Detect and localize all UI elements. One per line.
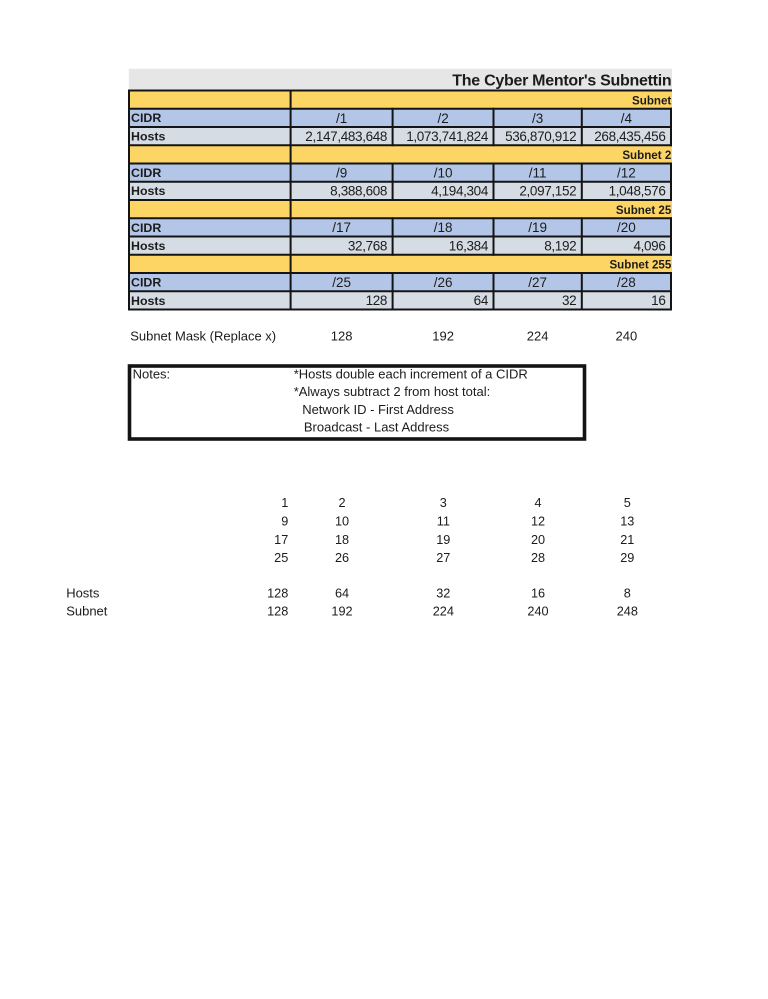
svg-text:64: 64 bbox=[335, 586, 349, 600]
svg-text:21: 21 bbox=[620, 533, 634, 547]
svg-text:/25: /25 bbox=[332, 275, 351, 290]
svg-text:5: 5 bbox=[624, 496, 631, 510]
svg-text:CIDR: CIDR bbox=[131, 111, 161, 125]
svg-text:*Hosts double each increment o: *Hosts double each increment of a CIDR bbox=[294, 367, 528, 382]
svg-text:/11: /11 bbox=[529, 166, 547, 181]
svg-text:/26: /26 bbox=[434, 275, 453, 290]
svg-text:17: 17 bbox=[274, 533, 288, 547]
svg-text:9: 9 bbox=[281, 515, 288, 529]
svg-text:4,096: 4,096 bbox=[633, 238, 665, 253]
svg-text:/12: /12 bbox=[617, 166, 636, 181]
svg-text:3: 3 bbox=[440, 496, 447, 510]
svg-text:/27: /27 bbox=[528, 275, 547, 290]
svg-text:19: 19 bbox=[436, 533, 450, 547]
svg-text:128: 128 bbox=[331, 329, 353, 344]
svg-text:11: 11 bbox=[437, 515, 450, 529]
svg-text:192: 192 bbox=[432, 329, 454, 344]
svg-text:2: 2 bbox=[338, 496, 345, 510]
svg-text:268,435,456: 268,435,456 bbox=[594, 129, 665, 144]
svg-text:248: 248 bbox=[617, 605, 638, 619]
svg-text:/9: /9 bbox=[336, 166, 347, 181]
svg-text:28: 28 bbox=[531, 551, 545, 565]
svg-text:Subnet 255: Subnet 255 bbox=[609, 259, 671, 272]
svg-text:/17: /17 bbox=[332, 220, 351, 235]
svg-text:128: 128 bbox=[267, 586, 288, 600]
svg-text:12: 12 bbox=[531, 515, 545, 529]
svg-text:/1: /1 bbox=[336, 111, 347, 126]
svg-text:32,768: 32,768 bbox=[348, 238, 387, 253]
svg-text:2,147,483,648: 2,147,483,648 bbox=[305, 129, 387, 144]
svg-text:240: 240 bbox=[616, 329, 638, 344]
svg-text:20: 20 bbox=[531, 533, 545, 547]
svg-text:/3: /3 bbox=[532, 111, 543, 126]
svg-text:/28: /28 bbox=[617, 275, 636, 290]
svg-text:32: 32 bbox=[562, 293, 576, 308]
svg-text:1,048,576: 1,048,576 bbox=[609, 184, 666, 199]
svg-text:128: 128 bbox=[366, 293, 387, 308]
svg-text:Hosts: Hosts bbox=[131, 184, 166, 198]
svg-text:32: 32 bbox=[436, 586, 450, 600]
svg-text:8: 8 bbox=[624, 586, 631, 600]
svg-text:/19: /19 bbox=[528, 220, 547, 235]
svg-text:/18: /18 bbox=[434, 220, 453, 235]
svg-text:Notes:: Notes: bbox=[133, 367, 171, 382]
svg-text:Hosts: Hosts bbox=[131, 294, 166, 308]
svg-text:64: 64 bbox=[474, 293, 489, 308]
svg-text:Network ID - First Address: Network ID - First Address bbox=[302, 402, 454, 417]
svg-text:Subnet Mask (Replace x): Subnet Mask (Replace x) bbox=[130, 329, 276, 344]
svg-text:Subnet 2: Subnet 2 bbox=[622, 149, 671, 162]
svg-text:26: 26 bbox=[335, 551, 349, 565]
svg-text:CIDR: CIDR bbox=[131, 276, 161, 290]
svg-text:/20: /20 bbox=[617, 220, 636, 235]
svg-text:13: 13 bbox=[620, 515, 634, 529]
svg-text:224: 224 bbox=[433, 605, 454, 619]
svg-text:/4: /4 bbox=[621, 111, 633, 126]
svg-text:29: 29 bbox=[620, 551, 634, 565]
svg-text:/10: /10 bbox=[434, 166, 453, 181]
svg-text:CIDR: CIDR bbox=[131, 221, 161, 235]
svg-text:Subnet: Subnet bbox=[632, 94, 671, 107]
svg-text:16,384: 16,384 bbox=[449, 238, 489, 253]
svg-text:1,073,741,824: 1,073,741,824 bbox=[406, 129, 489, 144]
svg-text:Broadcast - Last Address: Broadcast - Last Address bbox=[304, 420, 450, 435]
svg-text:27: 27 bbox=[436, 551, 450, 565]
svg-text:/2: /2 bbox=[437, 111, 448, 126]
svg-text:2,097,152: 2,097,152 bbox=[519, 184, 576, 199]
svg-text:4,194,304: 4,194,304 bbox=[431, 184, 489, 199]
svg-text:1: 1 bbox=[281, 496, 288, 510]
svg-text:10: 10 bbox=[335, 515, 349, 529]
svg-text:192: 192 bbox=[331, 605, 352, 619]
svg-text:25: 25 bbox=[274, 551, 288, 565]
svg-text:16: 16 bbox=[651, 293, 665, 308]
svg-text:536,870,912: 536,870,912 bbox=[505, 129, 576, 144]
svg-text:8,388,608: 8,388,608 bbox=[330, 184, 387, 199]
svg-text:Hosts: Hosts bbox=[131, 130, 166, 144]
svg-text:224: 224 bbox=[527, 329, 549, 344]
svg-text:240: 240 bbox=[527, 605, 548, 619]
svg-text:16: 16 bbox=[531, 586, 545, 600]
svg-text:4: 4 bbox=[534, 496, 541, 510]
svg-text:Hosts: Hosts bbox=[131, 239, 166, 253]
svg-text:8,192: 8,192 bbox=[544, 238, 576, 253]
svg-text:Subnet: Subnet bbox=[66, 604, 108, 619]
svg-text:128: 128 bbox=[267, 605, 288, 619]
svg-text:18: 18 bbox=[335, 533, 349, 547]
svg-text:Hosts: Hosts bbox=[66, 585, 100, 600]
svg-text:*Always subtract 2 from host t: *Always subtract 2 from host total: bbox=[294, 384, 491, 399]
svg-text:Subnet 25: Subnet 25 bbox=[616, 204, 672, 217]
svg-text:The Cyber Mentor's Subnetting: The Cyber Mentor's Subnetting Guide bbox=[452, 72, 729, 89]
svg-text:CIDR: CIDR bbox=[131, 166, 161, 180]
